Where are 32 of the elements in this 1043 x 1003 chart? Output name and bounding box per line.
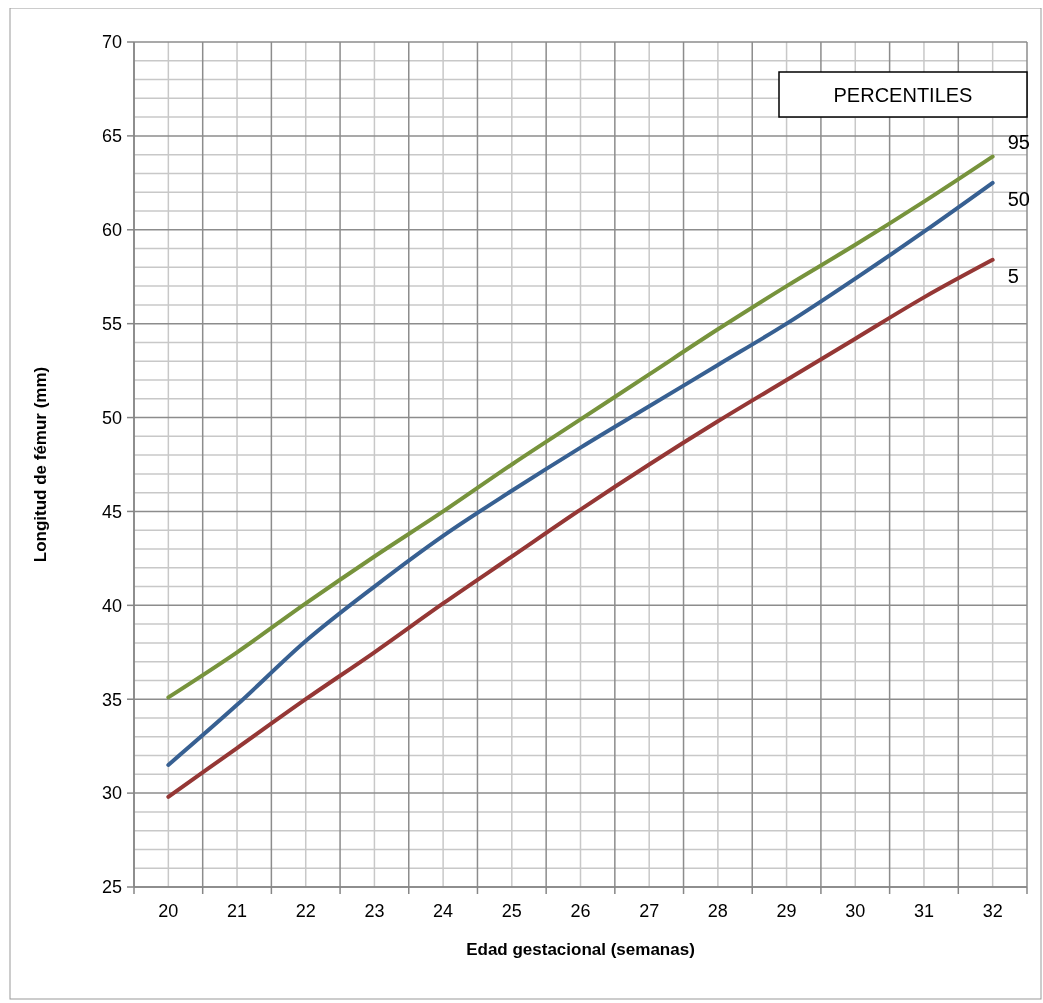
line-series xyxy=(166,180,995,767)
y-tick-label: 60 xyxy=(101,220,122,241)
y-tick-label: 70 xyxy=(101,32,122,53)
y-tick-label: 65 xyxy=(101,126,122,147)
y-tick-label: 45 xyxy=(101,501,122,522)
y-tick-label: 30 xyxy=(101,783,122,804)
series-label: 50 xyxy=(1007,187,1030,210)
legend-title: PERCENTILES xyxy=(833,84,973,106)
x-tick-label: 28 xyxy=(707,901,728,921)
x-tick-label: 20 xyxy=(158,901,179,921)
x-tick-label: 21 xyxy=(227,901,248,921)
x-tick-label: 30 xyxy=(845,901,866,921)
x-tick-label: 32 xyxy=(982,901,1003,921)
x-axis-title: Edad gestacional (semanas) xyxy=(466,940,695,959)
x-tick-label: 22 xyxy=(295,901,316,921)
series-label: 5 xyxy=(1007,264,1019,287)
x-tick-label: 29 xyxy=(776,901,797,921)
y-tick-label: 55 xyxy=(101,313,122,334)
y-axis-title: Longitud de fémur (mm) xyxy=(31,366,50,563)
x-tick-label: 23 xyxy=(364,901,385,921)
line-series xyxy=(166,257,995,799)
y-tick-label: 35 xyxy=(101,689,122,710)
line-series xyxy=(166,154,995,700)
series-label: 95 xyxy=(1007,130,1030,153)
x-tick-label: 26 xyxy=(570,901,591,921)
x-tick-label: 25 xyxy=(501,901,522,921)
x-tick-label: 31 xyxy=(913,901,934,921)
y-tick-label: 50 xyxy=(101,407,122,428)
x-tick-label: 27 xyxy=(639,901,660,921)
x-tick-label: 24 xyxy=(433,901,454,921)
y-tick-label: 40 xyxy=(101,595,122,616)
y-tick-label: 25 xyxy=(101,877,122,898)
